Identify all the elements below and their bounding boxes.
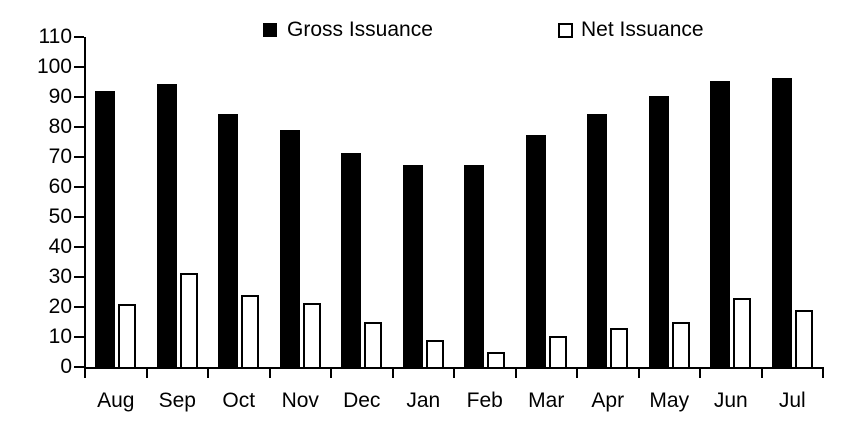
legend-item-gross-issuance: Gross Issuance: [263, 16, 433, 44]
x-axis-tick: [207, 367, 209, 378]
x-axis-tick-label: Sep: [158, 389, 196, 412]
y-axis-tick: [74, 366, 84, 368]
bar-net-aug: [118, 304, 137, 367]
bar-gross-may: [648, 95, 669, 367]
x-axis-tick: [145, 367, 148, 378]
bar-net-dec: [364, 322, 383, 367]
y-axis-tick: [74, 126, 84, 128]
y-axis-tick: [74, 216, 84, 218]
x-axis-tick-label: Mar: [528, 389, 565, 412]
legend-label-net: Net Issuance: [581, 18, 704, 41]
y-axis-tick: [74, 336, 84, 338]
x-axis-tick: [330, 367, 332, 378]
bar-gross-dec: [341, 152, 362, 367]
bar-net-apr: [610, 328, 629, 367]
legend-item-net-issuance: Net Issuance: [558, 16, 704, 44]
bar-net-jun: [733, 298, 752, 367]
x-axis-tick-label: Dec: [343, 389, 381, 412]
x-axis-tick-label: Jun: [713, 389, 748, 412]
y-axis-tick: [74, 306, 84, 308]
bar-net-jan: [425, 340, 444, 367]
bar-gross-apr: [587, 113, 608, 367]
x-axis-tick: [576, 367, 578, 378]
y-axis-tick-label: 0: [60, 355, 72, 378]
y-axis-tick: [74, 96, 84, 98]
y-axis-tick-label: 60: [48, 175, 72, 198]
x-axis-tick: [391, 367, 394, 378]
bar-net-jul: [794, 310, 813, 367]
y-axis-tick-label: 90: [48, 85, 72, 108]
x-axis-tick-label: May: [649, 389, 690, 412]
y-axis-tick: [74, 246, 84, 248]
bar-gross-feb: [464, 164, 485, 367]
y-axis-tick-label: 50: [48, 205, 72, 228]
x-axis-tick-label: Jul: [778, 389, 806, 412]
x-axis-tick-label: Jan: [406, 389, 441, 412]
bar-net-may: [671, 322, 690, 367]
net-issuance-marker-icon: [558, 22, 573, 38]
x-axis-tick: [760, 367, 763, 378]
x-axis-tick-label: Aug: [97, 389, 135, 412]
x-axis-tick: [699, 367, 701, 378]
bar-gross-aug: [95, 91, 116, 367]
bar-net-nov: [302, 302, 321, 367]
bar-net-sep: [179, 272, 198, 367]
bar-gross-jun: [710, 80, 731, 367]
x-axis-tick-label: Oct: [222, 389, 256, 412]
x-axis-tick: [637, 367, 640, 378]
bar-net-oct: [241, 295, 260, 367]
bar-gross-oct: [218, 113, 239, 367]
gross-issuance-marker-icon: [263, 23, 277, 37]
y-axis-tick: [74, 66, 84, 68]
x-axis-tick: [453, 367, 455, 378]
y-axis-tick-label: 10: [48, 325, 72, 348]
y-axis-tick: [74, 156, 84, 158]
y-axis-tick: [74, 276, 84, 278]
bar-gross-nov: [279, 130, 300, 367]
x-axis-tick: [268, 367, 271, 378]
x-axis-tick: [822, 367, 824, 378]
bar-gross-jan: [402, 164, 423, 367]
bar-net-mar: [548, 335, 567, 367]
bar-gross-mar: [525, 134, 546, 367]
y-axis-tick-label: 110: [38, 25, 72, 48]
x-axis-tick-label: Apr: [591, 389, 625, 412]
x-axis-tick: [84, 367, 86, 378]
x-axis-tick: [514, 367, 517, 378]
legend-label-gross: Gross Issuance: [287, 18, 433, 41]
x-axis-tick-label: Nov: [281, 389, 319, 412]
y-axis-tick-label: 40: [48, 235, 72, 258]
x-axis-tick-label: Feb: [466, 389, 503, 412]
y-axis-line: [84, 37, 86, 369]
bar-gross-sep: [156, 83, 177, 367]
y-axis-tick-label: 20: [48, 295, 72, 318]
y-axis-tick-label: 80: [48, 115, 72, 138]
bar-net-feb: [487, 352, 506, 367]
y-axis-tick-label: 30: [48, 265, 72, 288]
y-axis-tick-label: 70: [48, 145, 72, 168]
bar-gross-jul: [771, 77, 792, 367]
y-axis-tick-label: 100: [36, 55, 72, 78]
y-axis-tick: [74, 186, 84, 188]
y-axis-tick: [74, 36, 84, 38]
